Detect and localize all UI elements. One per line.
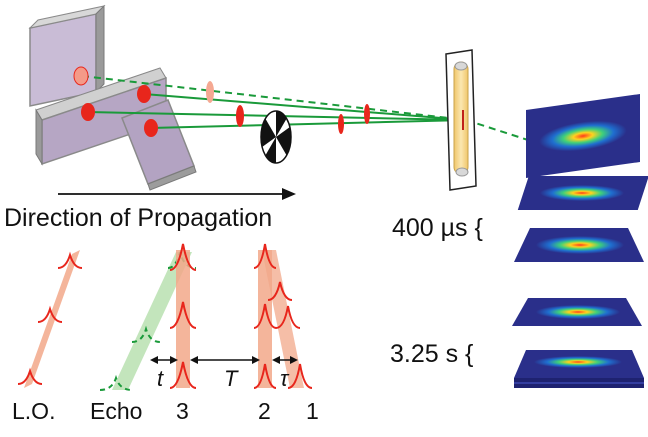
delay-T-label: T [224, 366, 238, 391]
lo-label: L.O. [12, 398, 56, 424]
image-panel-3 [514, 228, 644, 262]
image-stack [514, 350, 644, 388]
chopper-wheel-icon [260, 110, 292, 164]
pulse-3-label: 3 [176, 398, 189, 424]
direction-label: Direction of Propagation [4, 204, 273, 232]
pulse-2-label: 2 [258, 398, 271, 424]
time-3-25s-label: 3.25 s { [390, 340, 474, 368]
sample-cell [445, 49, 477, 191]
image-panel-1 [526, 94, 640, 178]
lo-pulse-train [17, 250, 83, 388]
mirror-lower [121, 99, 197, 191]
propagation-arrow [58, 188, 296, 200]
echo-label: Echo [90, 398, 143, 424]
image-panel-2 [517, 176, 648, 210]
pulse-1-label: 1 [306, 398, 319, 424]
time-400us-label: 400 µs { [392, 214, 483, 242]
delay-tau-label: τ [280, 366, 289, 391]
beam-spots [73, 66, 370, 137]
delay-arrows [150, 356, 298, 364]
image-panel-4 [512, 298, 642, 326]
pulse-2-train [253, 243, 313, 389]
pulse-3-train [169, 243, 197, 389]
delay-t-label: t [157, 366, 164, 391]
